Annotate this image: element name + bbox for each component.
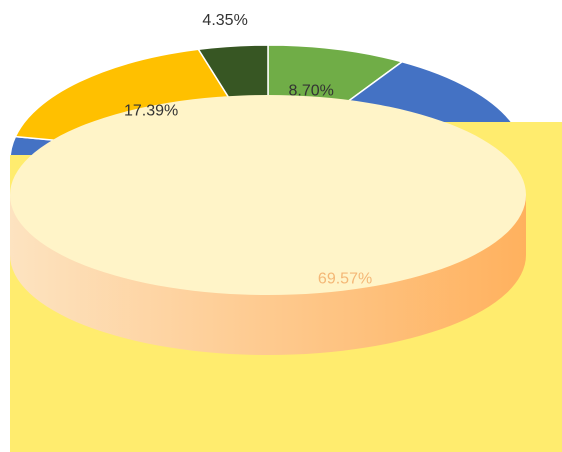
render-artifact [10,95,562,452]
data-label: 4.35% [202,12,247,29]
labels: 8.70% 69.57% 17.39% 4.35% [124,12,372,287]
data-label: 8.70% [288,83,333,100]
data-label: 69.57% [318,270,372,287]
data-label: 17.39% [124,103,178,120]
